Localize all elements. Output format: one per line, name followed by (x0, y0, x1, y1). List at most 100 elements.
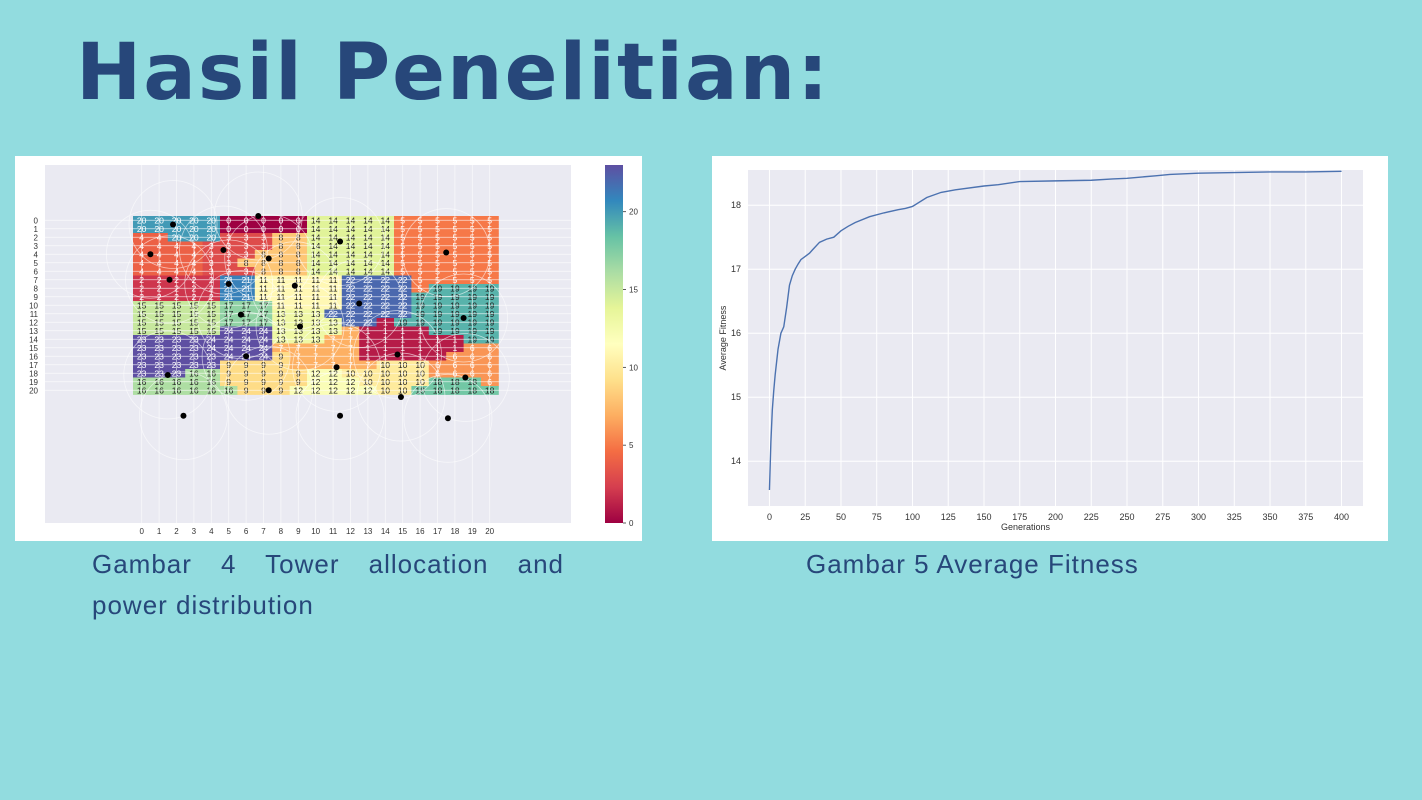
heatmap-x-tick-label: 3 (192, 527, 197, 536)
tower-marker (337, 238, 344, 245)
coverage-ring (353, 310, 442, 399)
heatmap-x-tick-label: 10 (311, 527, 320, 536)
line-y-tick-label: 17 (731, 264, 741, 274)
coverage-ring (419, 273, 509, 363)
figure-4-caption: Gambar 4 Tower allocation and power dist… (92, 549, 564, 620)
coverage-ring (179, 205, 268, 295)
line-x-tick-label: 100 (905, 512, 920, 522)
coverage-ring (201, 311, 291, 401)
line-x-tick-label: 50 (836, 512, 846, 522)
tower-allocation-heatmap-figure: 2020202020000001414141414555555202020202… (15, 156, 642, 541)
tower-marker (255, 213, 262, 219)
line-x-tick-label: 250 (1119, 512, 1134, 522)
heatmap-x-tick-label: 17 (433, 527, 442, 536)
tower-marker (225, 281, 232, 287)
line-x-tick-label: 25 (800, 512, 810, 522)
colorbar-tick-label: 10 (629, 363, 638, 372)
heatmap-x-tick-label: 11 (329, 527, 338, 536)
heatmap-y-tick-label: 8 (34, 284, 39, 293)
line-x-tick-label: 350 (1263, 512, 1278, 522)
tower-marker (394, 351, 401, 358)
heatmap-y-tick-label: 5 (34, 259, 39, 268)
line-y-axis-label: Average Fitness (718, 305, 728, 370)
coverage-ring (123, 330, 213, 420)
tower-marker (444, 415, 451, 422)
tower-marker (265, 387, 272, 394)
line-y-tick-label: 15 (731, 392, 741, 402)
slide-title: Hasil Penelitian: (76, 28, 831, 118)
average-fitness-series-line (768, 170, 1342, 491)
line-x-tick-label: 175 (1012, 512, 1027, 522)
colorbar-ticks: 0 5 10 15 20 (623, 208, 638, 528)
heatmap-x-tick-label: 4 (209, 527, 214, 536)
tower-marker (337, 412, 344, 419)
line-y-tick-label: 18 (731, 200, 741, 210)
coverage-ring (224, 345, 314, 435)
heatmap-x-tick-label: 13 (363, 527, 372, 536)
tower-marker (220, 247, 227, 253)
heatmap-x-tick-label: 15 (398, 527, 407, 536)
coverage-ring (196, 270, 286, 360)
heatmap-y-tick-label: 6 (34, 267, 39, 276)
coverage-ring (403, 373, 493, 463)
line-x-tick-label: 225 (1084, 512, 1099, 522)
heatmap-y-tick-label: 10 (29, 301, 38, 310)
line-y-tick-label: 14 (731, 456, 741, 466)
line-x-tick-label: 125 (941, 512, 956, 522)
tower-marker (356, 300, 363, 307)
tower-marker (291, 282, 298, 289)
average-fitness-line-chart: 0 25 50 75 100 125 150 175 200 225 250 275 300 325 350… (718, 170, 1363, 532)
heatmap-y-tick-label: 16 (29, 352, 38, 361)
heatmap-x-tick-label: 6 (244, 527, 249, 536)
tower-marker (164, 371, 171, 378)
heatmap-y-tick-label: 0 (34, 216, 39, 225)
heatmap-x-tick-label: 19 (468, 527, 477, 536)
heatmap-x-tick-label: 7 (261, 527, 266, 536)
colorbar (605, 165, 623, 523)
line-x-tick-label: 75 (872, 512, 882, 522)
average-fitness-figure: 0 25 50 75 100 125 150 175 200 225 250 275 300 325 350… (712, 156, 1388, 541)
coverage-ring (292, 322, 381, 412)
heatmap-x-tick-label: 20 (485, 527, 494, 536)
tower-marker (237, 311, 244, 318)
heatmap-y-tick-label: 18 (29, 369, 38, 378)
coverage-ring (295, 371, 385, 461)
coverage-rings (105, 171, 510, 463)
heatmap-x-tick-label: 8 (279, 527, 284, 536)
coverage-ring (401, 208, 491, 297)
line-y-ticks: 14 15 16 17 18 (731, 200, 741, 466)
heatmap-y-tick-label: 13 (29, 327, 38, 336)
line-y-tick-label: 16 (731, 328, 741, 338)
tower-allocation-heatmap: 2020202020000001414141414555555202020202… (29, 165, 638, 536)
heatmap-x-tick-label: 9 (296, 527, 301, 536)
heatmap-x-tick-label: 0 (139, 527, 144, 536)
tower-marker (333, 364, 340, 371)
heatmap-y-tick-label: 14 (29, 335, 38, 344)
heatmap-x-tick-label: 2 (174, 527, 179, 536)
heatmap-x-tick-label: 12 (346, 527, 355, 536)
heatmap-x-ticks: 0 1 2 3 4 5 6 7 8 9 10 11 12 13 14 15 16 17 18 19 20 (139, 527, 494, 536)
heatmap-x-tick-label: 5 (226, 527, 231, 536)
heatmap-y-tick-label: 3 (34, 242, 39, 251)
tower-marker (297, 323, 304, 330)
tower-marker (180, 412, 187, 419)
line-x-tick-label: 325 (1227, 512, 1242, 522)
line-x-tick-label: 275 (1155, 512, 1170, 522)
coverage-ring (250, 241, 340, 331)
colorbar-tick-label: 20 (629, 208, 638, 217)
heatmap-y-tick-label: 9 (34, 293, 39, 302)
heatmap-y-tick-label: 2 (34, 233, 39, 242)
heatmap-x-tick-label: 14 (381, 527, 390, 536)
coverage-ring (213, 171, 303, 261)
coverage-ring (105, 209, 195, 299)
heatmap-y-tick-label: 12 (29, 318, 38, 327)
line-x-axis-label: Generations (1001, 522, 1051, 532)
line-gridlines (748, 170, 1363, 506)
heatmap-y-tick-label: 20 (29, 386, 38, 395)
coverage-ring (420, 333, 510, 422)
line-x-ticks: 0 25 50 75 100 125 150 175 200 225 250 275 300 325 350… (767, 512, 1349, 522)
coverage-ring (255, 282, 345, 371)
tower-marker (443, 249, 450, 256)
heatmap-x-tick-label: 18 (450, 527, 459, 536)
